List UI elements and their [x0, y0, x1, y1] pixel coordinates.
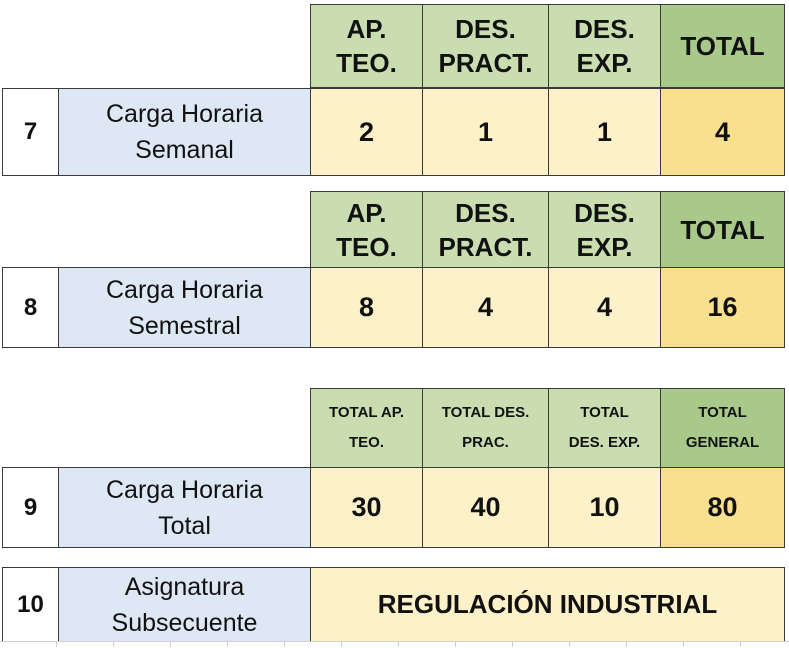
row-number: 7 [2, 88, 59, 176]
header-des-exp: DES. EXP. [548, 4, 661, 88]
row-label: Carga Horaria Semanal [58, 88, 311, 176]
value-des-exp: 1 [548, 88, 661, 176]
value-total-des-prac: 40 [422, 467, 549, 548]
header-ap-teo: AP. TEO. [310, 191, 423, 268]
value-ap-teo: 8 [310, 267, 423, 348]
row-number: 8 [2, 267, 59, 348]
row-label: Carga Horaria Total [58, 467, 311, 548]
header-des-exp: DES. EXP. [548, 191, 661, 268]
row-number: 9 [2, 467, 59, 548]
value-des-pract: 1 [422, 88, 549, 176]
row-label: Carga Horaria Semestral [58, 267, 311, 348]
header-total: TOTAL [660, 4, 785, 88]
header-total-des-exp: TOTAL DES. EXP. [548, 388, 661, 468]
header-des-pract: DES. PRACT. [422, 191, 549, 268]
header-total-general: TOTAL GENERAL [660, 388, 785, 468]
header-ap-teo: AP. TEO. [310, 4, 423, 88]
row-number: 10 [2, 567, 59, 642]
value-total-ap-teo: 30 [310, 467, 423, 548]
value-des-exp: 4 [548, 267, 661, 348]
value-total-general: 80 [660, 467, 785, 548]
value-total: 4 [660, 88, 785, 176]
header-des-pract: DES. PRACT. [422, 4, 549, 88]
row-label: Asignatura Subsecuente [58, 567, 311, 642]
sheet-gridlines [0, 641, 789, 647]
value-total: 16 [660, 267, 785, 348]
header-total-ap-teo: TOTAL AP. TEO. [310, 388, 423, 468]
value-ap-teo: 2 [310, 88, 423, 176]
header-total: TOTAL [660, 191, 785, 268]
value-total-des-exp: 10 [548, 467, 661, 548]
value-des-pract: 4 [422, 267, 549, 348]
header-total-des-prac: TOTAL DES. PRAC. [422, 388, 549, 468]
subsequent-course-value: REGULACIÓN INDUSTRIAL [310, 567, 785, 642]
